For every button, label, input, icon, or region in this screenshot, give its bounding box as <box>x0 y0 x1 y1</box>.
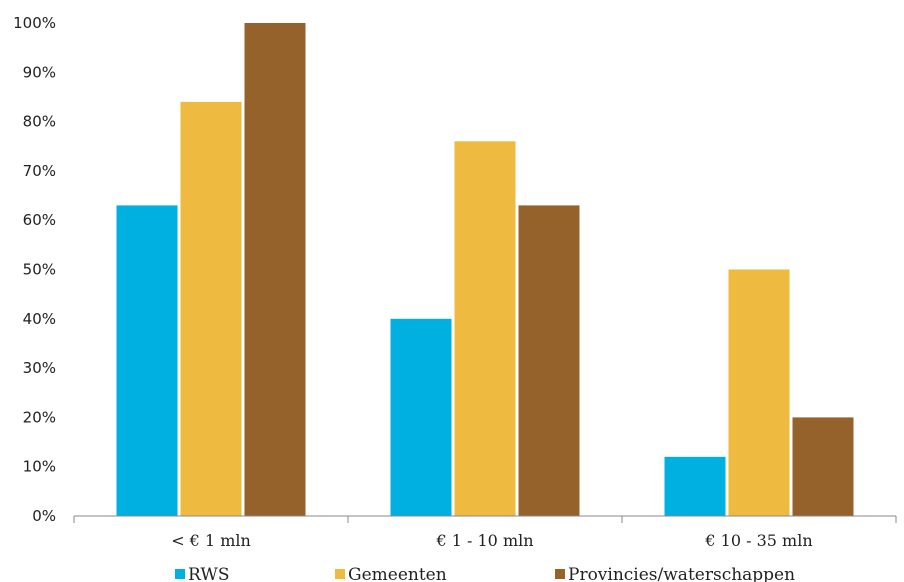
bar-provincies-waterschappen-2 <box>792 417 854 516</box>
y-tick-label: 90% <box>23 63 56 81</box>
bar-gemeenten-1 <box>454 141 516 516</box>
legend: RWS Gemeenten Provincies/waterschappen <box>175 565 795 582</box>
y-axis-ticks: 0% 10% 20% 30% 40% 50% 60% 70% 80% 90% 100% <box>13 14 56 525</box>
legend-label: RWS <box>188 565 230 582</box>
bar-provincies-waterschappen-1 <box>518 205 580 516</box>
bar-gemeenten-2 <box>728 269 790 516</box>
y-tick-label: 80% <box>23 113 56 131</box>
x-axis-ticks <box>73 516 897 523</box>
bar-rws-0 <box>116 205 178 516</box>
y-tick-label: 70% <box>23 162 56 180</box>
bar-provincies-waterschappen-0 <box>244 23 306 516</box>
y-tick-label: 30% <box>23 359 56 377</box>
y-tick-label: 10% <box>23 458 56 476</box>
x-category-label: < € 1 mln <box>171 531 251 550</box>
x-category-label: € 1 - 10 mln <box>435 531 533 550</box>
legend-swatch <box>175 569 185 579</box>
bar-rws-1 <box>390 318 452 516</box>
y-tick-label: 50% <box>23 261 56 279</box>
bars <box>116 23 854 516</box>
legend-swatch <box>555 569 565 579</box>
bar-rws-2 <box>664 456 726 516</box>
y-tick-label: 60% <box>23 211 56 229</box>
bar-gemeenten-0 <box>180 101 242 516</box>
y-tick-label: 0% <box>32 507 56 525</box>
y-tick-label: 20% <box>23 408 56 426</box>
x-axis-labels: < € 1 mln € 1 - 10 mln € 10 - 35 mln <box>171 531 812 550</box>
x-category-label: € 10 - 35 mln <box>704 531 812 550</box>
legend-label: Gemeenten <box>348 565 447 582</box>
y-tick-label: 100% <box>13 14 56 32</box>
legend-swatch <box>335 569 345 579</box>
legend-label: Provincies/waterschappen <box>568 565 795 582</box>
y-tick-label: 40% <box>23 310 56 328</box>
